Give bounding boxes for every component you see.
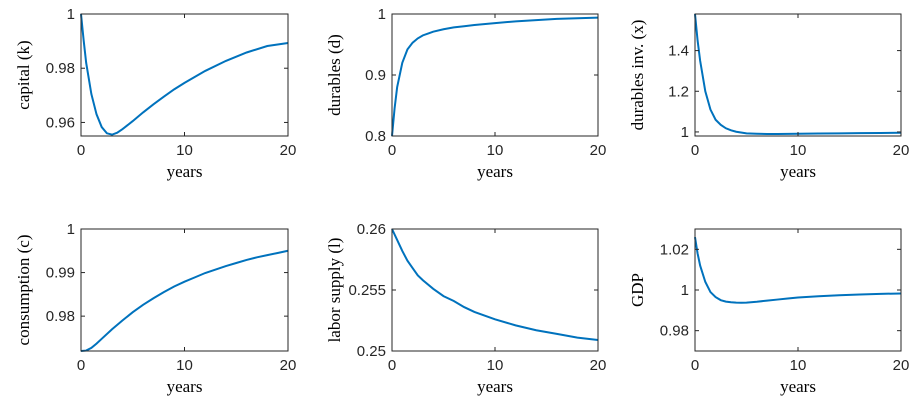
series-line — [694, 236, 902, 304]
y-tick-label: 1.02 — [660, 241, 689, 258]
y-tick-label: 0.98 — [46, 60, 75, 77]
y-axis-label: consumption (c) — [14, 235, 33, 346]
x-tick-label: 20 — [280, 357, 297, 374]
axes-box — [391, 228, 599, 352]
x-tick-label: 20 — [280, 142, 297, 159]
x-tick-label: 20 — [590, 142, 607, 159]
x-tick-label: 20 — [893, 142, 910, 159]
y-tick-label: 0.25 — [357, 343, 386, 360]
x-tick-label: 10 — [487, 142, 504, 159]
x-tick-label: 0 — [691, 142, 699, 159]
y-tick-label: 0.26 — [357, 221, 386, 238]
panel-labor-supply: 0 10 20 0.25 0.255 0.26 years labor supply (l) — [325, 221, 606, 396]
y-axis-label: labor supply (l) — [325, 238, 344, 343]
x-axis-label: years — [780, 377, 816, 396]
y-tick-label: 0.96 — [46, 114, 75, 131]
y-axis-label: durables inv. (x) — [628, 20, 647, 131]
x-tick-label: 20 — [893, 357, 910, 374]
x-tick-label: 10 — [176, 357, 193, 374]
y-tick-label: 1 — [378, 6, 386, 23]
x-axis-label: years — [167, 377, 203, 396]
x-tick-label: 0 — [388, 357, 396, 374]
y-axis-label: durables (d) — [325, 34, 344, 116]
x-axis-label: years — [780, 162, 816, 181]
panel-gdp: 0 10 20 0.98 1 1.02 years GDP — [628, 228, 910, 396]
series-line — [80, 249, 289, 352]
x-tick-label: 0 — [691, 357, 699, 374]
y-tick-label: 1.4 — [668, 43, 689, 60]
y-tick-label: 0.255 — [348, 282, 386, 299]
panel-consumption: 0 10 20 0.98 0.99 1 years consumption (c) — [14, 221, 296, 396]
x-axis-label: years — [167, 162, 203, 181]
x-tick-label: 0 — [388, 142, 396, 159]
panel-capital: 0 10 20 0.96 0.98 1 years capital (k) — [14, 6, 296, 181]
axes-box — [80, 13, 289, 137]
y-tick-label: 1 — [681, 124, 689, 141]
x-axis-label: years — [477, 377, 513, 396]
axes-box — [80, 228, 289, 352]
y-tick-label: 0.98 — [46, 308, 75, 325]
panel-durables-inv: 0 10 20 1 1.2 1.4 years durables inv. (x) — [628, 13, 910, 181]
panel-durables: 0 10 20 0.8 0.9 1 years durables (d) — [325, 6, 606, 181]
x-tick-label: 0 — [77, 142, 85, 159]
x-tick-label: 20 — [590, 357, 607, 374]
y-axis-label: capital (k) — [14, 40, 33, 109]
axes-box — [391, 13, 599, 137]
y-tick-label: 0.9 — [365, 67, 386, 84]
axes-box — [694, 13, 902, 137]
axes-box — [694, 228, 902, 352]
y-tick-label: 0.99 — [46, 265, 75, 282]
x-tick-label: 10 — [176, 142, 193, 159]
series-line — [391, 228, 599, 342]
series-line — [694, 13, 902, 135]
y-tick-label: 1 — [67, 6, 75, 23]
series-line — [391, 16, 599, 137]
x-axis-label: years — [477, 162, 513, 181]
x-tick-label: 0 — [77, 357, 85, 374]
y-tick-label: 1 — [67, 221, 75, 238]
x-tick-label: 10 — [790, 142, 807, 159]
y-axis-label: GDP — [628, 273, 647, 307]
y-tick-label: 0.98 — [660, 323, 689, 340]
series-line — [80, 13, 289, 136]
y-tick-label: 1.2 — [668, 83, 689, 100]
x-tick-label: 10 — [790, 357, 807, 374]
y-tick-label: 1 — [681, 282, 689, 299]
y-tick-label: 0.8 — [365, 128, 386, 145]
x-tick-label: 10 — [487, 357, 504, 374]
